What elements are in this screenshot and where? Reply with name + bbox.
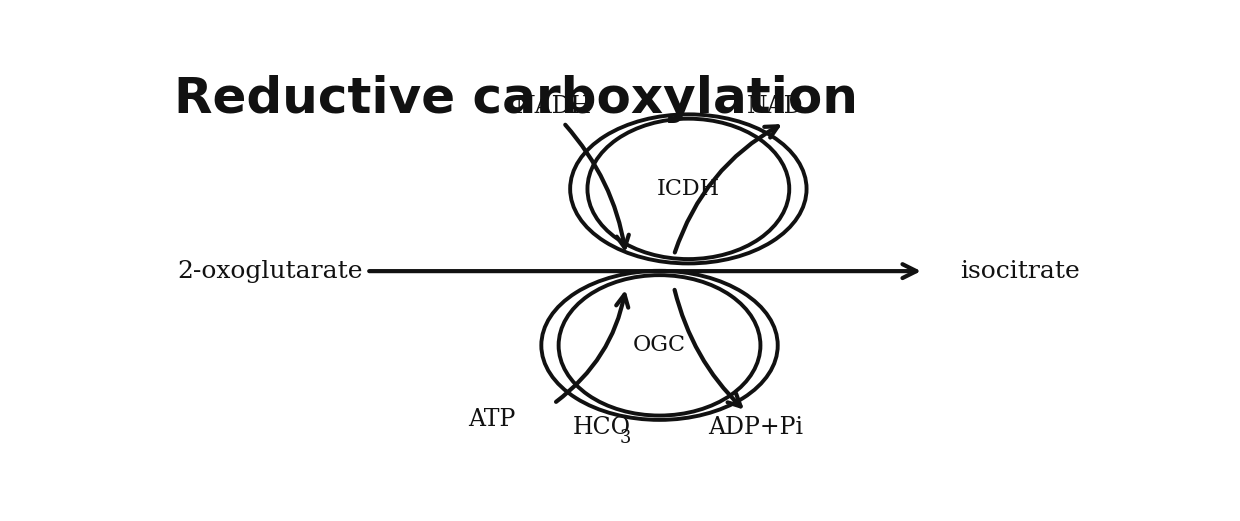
Text: -: - (635, 410, 642, 429)
Text: ADP+Pi: ADP+Pi (708, 416, 804, 439)
Text: Reductive carboxylation: Reductive carboxylation (174, 75, 858, 122)
Text: ATP: ATP (467, 408, 516, 431)
Text: isocitrate: isocitrate (960, 259, 1080, 282)
Text: ICDH: ICDH (657, 178, 720, 200)
Text: 2-oxoglutarate: 2-oxoglutarate (177, 259, 363, 282)
Text: NAD: NAD (746, 95, 804, 118)
Text: OGC: OGC (634, 334, 686, 356)
Ellipse shape (562, 277, 758, 414)
Ellipse shape (590, 121, 786, 257)
Text: HCO: HCO (573, 416, 631, 439)
Text: 3: 3 (619, 429, 630, 446)
Text: NADH: NADH (516, 95, 593, 118)
